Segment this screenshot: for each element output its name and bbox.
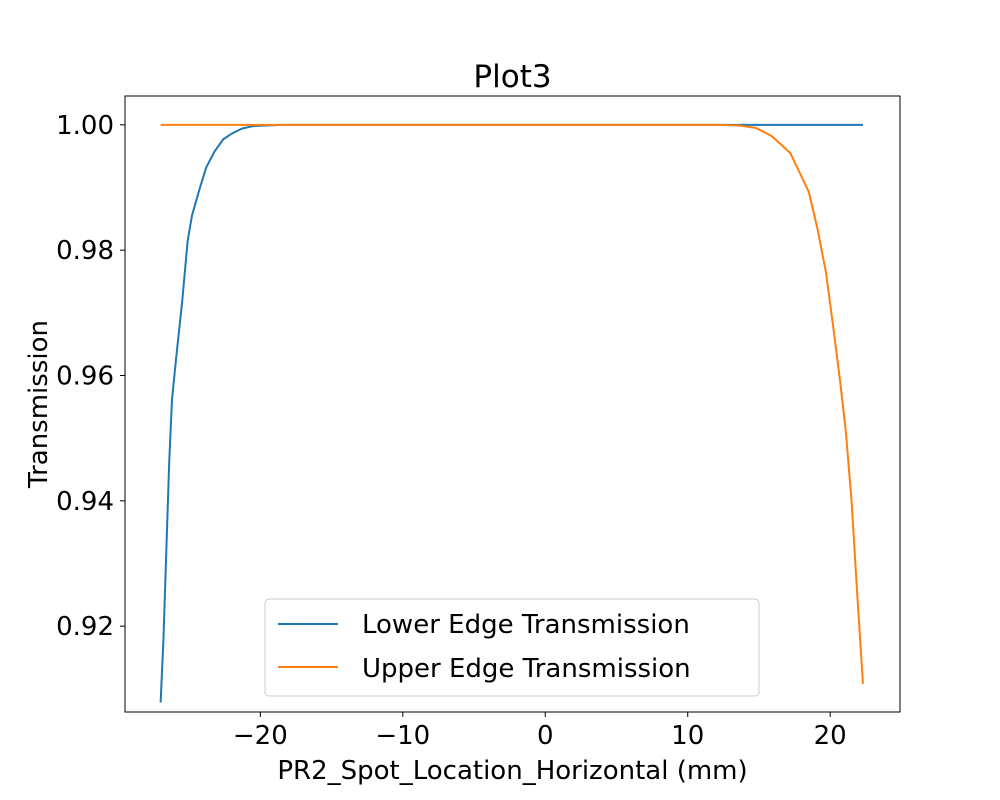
chart-title: Plot3 — [473, 59, 551, 95]
y-tick-label: 0.92 — [56, 612, 114, 642]
x-tick-label: 10 — [671, 721, 704, 751]
x-tick-label: 0 — [537, 721, 554, 751]
plot-frame — [124, 95, 901, 713]
y-axis-ticks: 0.92 0.94 0.96 0.98 1.00 — [56, 111, 125, 642]
y-axis-label: Transmission — [24, 320, 54, 489]
legend-label-lower-edge: Lower Edge Transmission — [362, 610, 690, 640]
x-tick-label: −10 — [375, 721, 430, 751]
series-layer — [159, 123, 864, 703]
legend-label-upper-edge: Upper Edge Transmission — [362, 654, 691, 684]
y-tick-label: 1.00 — [56, 111, 114, 141]
x-axis-ticks: −20 −10 0 10 20 — [233, 712, 847, 751]
legend: Lower Edge Transmission Upper Edge Trans… — [264, 598, 760, 697]
y-tick-label: 0.98 — [56, 236, 114, 266]
x-tick-label: 20 — [814, 721, 847, 751]
y-tick-label: 0.96 — [56, 361, 114, 391]
series-line-1 — [160, 123, 864, 684]
x-tick-label: −20 — [233, 721, 288, 751]
y-tick-label: 0.94 — [56, 487, 114, 517]
legend-frame — [264, 598, 760, 697]
x-axis-label: PR2_Spot_Location_Horizontal (mm) — [277, 756, 747, 786]
